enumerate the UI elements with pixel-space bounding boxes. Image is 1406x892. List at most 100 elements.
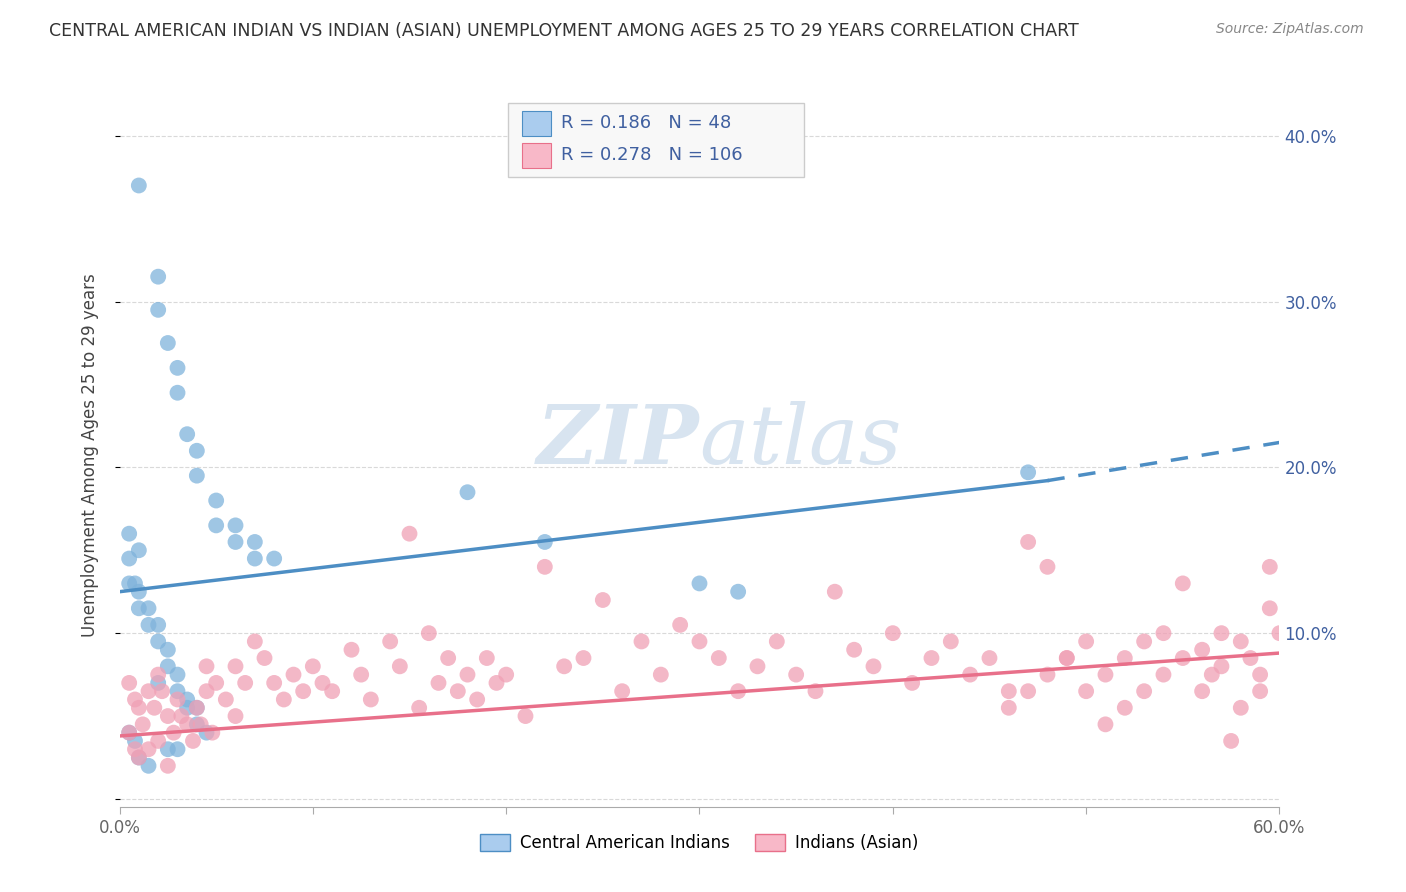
Point <box>572 651 595 665</box>
Point <box>747 659 769 673</box>
Point <box>148 618 170 632</box>
Point <box>118 551 141 566</box>
Point <box>1229 634 1253 648</box>
Point <box>233 676 256 690</box>
Point <box>225 535 247 549</box>
Point <box>166 360 188 375</box>
Point <box>124 742 146 756</box>
Point <box>128 750 150 764</box>
Point <box>148 676 170 690</box>
Point <box>205 493 228 508</box>
Point <box>485 676 508 690</box>
Point <box>253 651 276 665</box>
Point <box>1258 601 1281 615</box>
Point <box>862 659 884 673</box>
Point <box>447 684 470 698</box>
Point <box>225 709 247 723</box>
Point <box>311 676 333 690</box>
Point <box>630 634 652 648</box>
Point <box>176 427 198 442</box>
Point <box>785 667 807 681</box>
Point <box>1268 626 1291 640</box>
Point <box>176 692 198 706</box>
Point <box>166 742 188 756</box>
Point <box>128 584 150 599</box>
Point <box>156 709 179 723</box>
Point <box>1239 651 1261 665</box>
Point <box>1201 667 1223 681</box>
Point <box>1171 576 1194 591</box>
Point <box>1056 651 1078 665</box>
Point <box>1220 734 1243 748</box>
Point <box>534 559 557 574</box>
Point <box>418 626 440 640</box>
Text: CENTRAL AMERICAN INDIAN VS INDIAN (ASIAN) UNEMPLOYMENT AMONG AGES 25 TO 29 YEARS: CENTRAL AMERICAN INDIAN VS INDIAN (ASIAN… <box>49 22 1078 40</box>
Point <box>427 676 450 690</box>
Point <box>921 651 943 665</box>
Y-axis label: Unemployment Among Ages 25 to 29 years: Unemployment Among Ages 25 to 29 years <box>80 273 98 637</box>
Point <box>1191 642 1213 657</box>
Point <box>465 692 488 706</box>
Point <box>380 634 402 648</box>
Point <box>124 576 146 591</box>
Point <box>163 725 186 739</box>
Point <box>186 700 208 714</box>
Point <box>186 443 208 458</box>
Point <box>1153 667 1175 681</box>
Point <box>243 634 266 648</box>
Point <box>128 700 150 714</box>
Point <box>1076 684 1098 698</box>
Point <box>553 659 575 673</box>
Point <box>1153 626 1175 640</box>
Point <box>1094 717 1116 731</box>
Point <box>1114 700 1136 714</box>
Point <box>437 651 460 665</box>
Point <box>515 709 537 723</box>
Point <box>118 676 141 690</box>
Point <box>408 700 430 714</box>
FancyBboxPatch shape <box>508 103 804 177</box>
Point <box>170 709 193 723</box>
Point <box>612 684 634 698</box>
Point <box>138 601 160 615</box>
Point <box>138 759 160 773</box>
Point <box>166 385 188 400</box>
Point <box>939 634 962 648</box>
Point <box>138 684 160 698</box>
Point <box>215 692 238 706</box>
Point <box>1036 667 1059 681</box>
Point <box>118 725 141 739</box>
Point <box>824 584 846 599</box>
Point <box>1094 667 1116 681</box>
Point <box>1017 466 1039 480</box>
Point <box>186 468 208 483</box>
Point <box>195 725 218 739</box>
Point <box>138 742 160 756</box>
Point <box>350 667 373 681</box>
Point <box>302 659 325 673</box>
Point <box>156 336 179 351</box>
Point <box>901 676 924 690</box>
Point <box>1191 684 1213 698</box>
Point <box>181 734 204 748</box>
Point <box>156 659 179 673</box>
Text: R = 0.186   N = 48: R = 0.186 N = 48 <box>561 114 731 132</box>
Point <box>1076 634 1098 648</box>
Point <box>128 750 150 764</box>
Point <box>1249 684 1271 698</box>
Point <box>148 667 170 681</box>
Point <box>225 659 247 673</box>
Point <box>166 692 188 706</box>
Legend: Central American Indians, Indians (Asian): Central American Indians, Indians (Asian… <box>474 827 925 859</box>
Point <box>1017 535 1039 549</box>
Point <box>707 651 730 665</box>
Point <box>340 642 363 657</box>
Point <box>156 759 179 773</box>
Point <box>128 178 150 193</box>
Point <box>1258 559 1281 574</box>
Text: ZIP: ZIP <box>537 401 700 481</box>
Point <box>263 551 285 566</box>
Point <box>124 734 146 748</box>
Point <box>263 676 285 690</box>
Point <box>132 717 155 731</box>
